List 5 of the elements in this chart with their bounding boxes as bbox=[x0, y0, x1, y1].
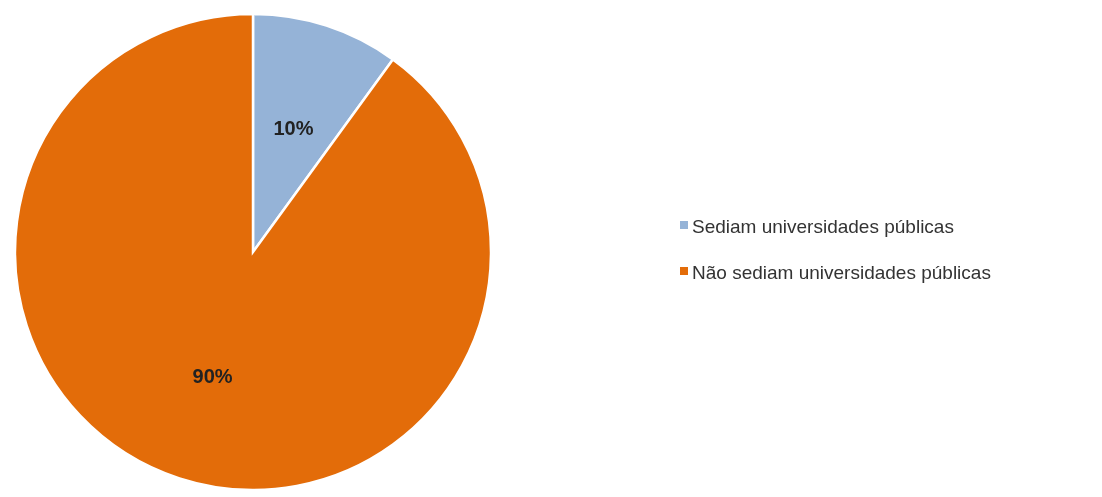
pie-slice bbox=[13, 12, 493, 491]
legend-label: Sediam universidades públicas bbox=[692, 215, 954, 237]
data-label: 90% bbox=[192, 365, 233, 388]
data-label: 10% bbox=[273, 116, 314, 139]
legend-label: Não sediam universidades públicas bbox=[692, 261, 991, 283]
